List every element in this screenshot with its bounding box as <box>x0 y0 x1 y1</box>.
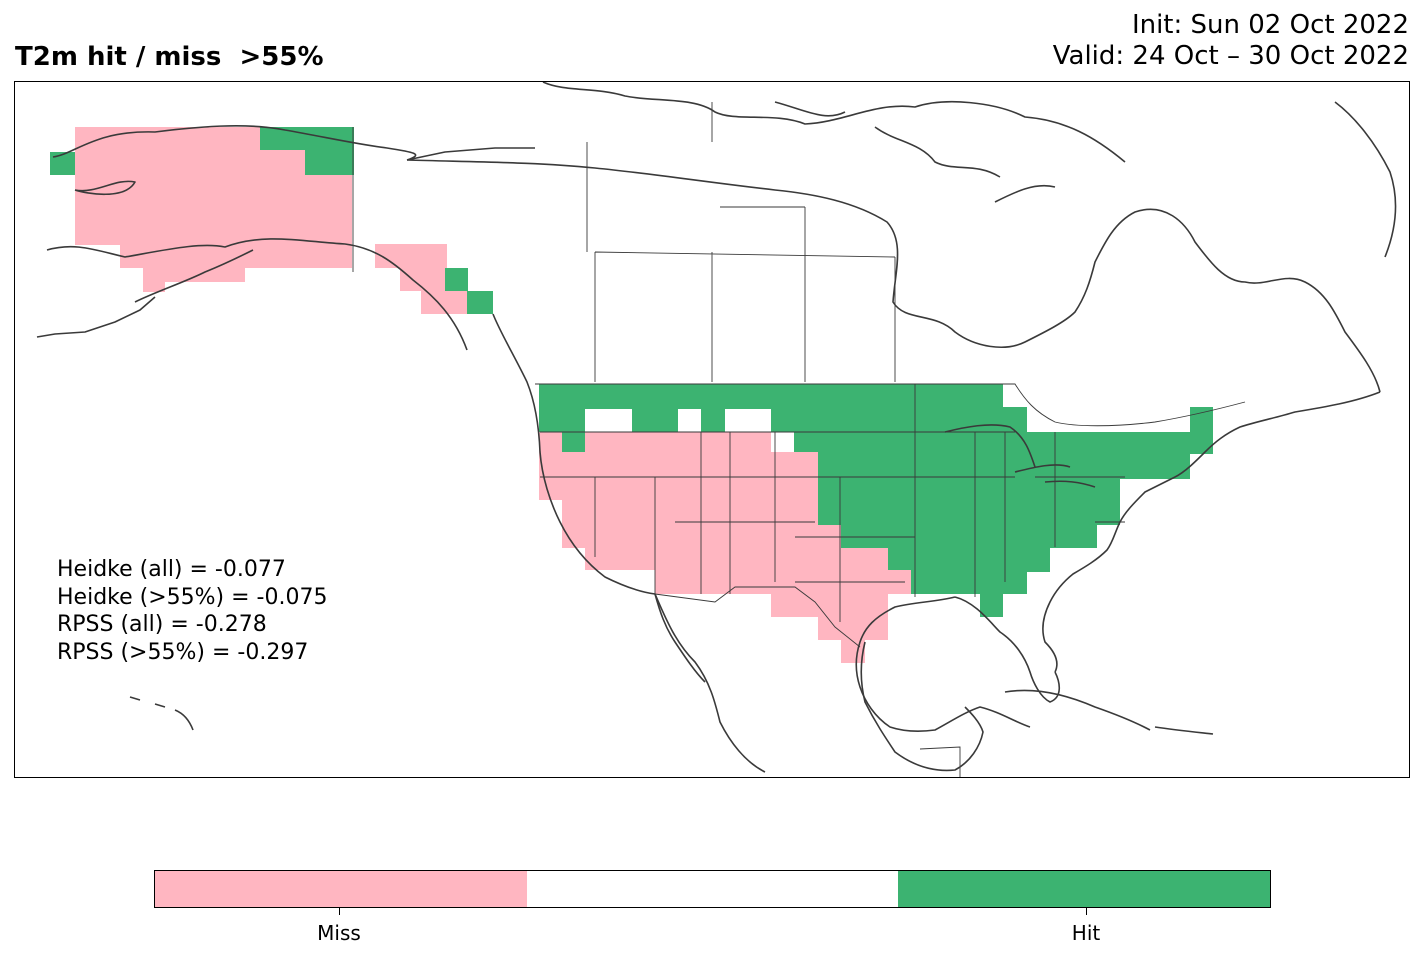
coastlines <box>36 82 1397 773</box>
coast-arctic-islands <box>542 82 1126 203</box>
colorbar-tick-miss <box>339 908 340 915</box>
coast-gulf <box>855 596 1031 733</box>
border-mexico-central <box>919 746 961 777</box>
miss-region-alaska <box>50 127 352 292</box>
border-us-mexico <box>654 586 861 648</box>
skill-scores: Heidke (all) = -0.077 Heidke (>55%) = -0… <box>57 556 327 666</box>
coast-baja <box>654 593 706 683</box>
map-svg <box>36 82 1397 777</box>
coast-hudson-bay <box>406 159 1381 393</box>
coast-east <box>1042 391 1381 673</box>
coast-cuba <box>1004 689 1151 731</box>
chart-title: T2m hit / miss >55% <box>15 42 324 72</box>
border-us-states <box>540 384 1125 622</box>
coast-florida <box>954 596 1061 703</box>
colorbar-tick-hit <box>1086 908 1087 915</box>
hit-region-western-alaska <box>50 152 75 175</box>
borders <box>352 102 1246 777</box>
hit-region-bc-coast <box>445 268 493 314</box>
colorbar-label-miss: Miss <box>317 921 361 945</box>
coast-hispaniola <box>1154 726 1214 735</box>
coast-central-america <box>860 641 984 772</box>
init-date: Init: Sun 02 Oct 2022 <box>1131 10 1409 40</box>
coast-alaska <box>36 125 535 351</box>
heidke-55-score: Heidke (>55%) = -0.075 <box>57 584 328 610</box>
colorbar <box>154 870 1271 908</box>
rpss-55-score: RPSS (>55%) = -0.297 <box>57 639 309 665</box>
rpss-all-score: RPSS (all) = -0.278 <box>57 612 267 637</box>
colorbar-miss-segment <box>155 871 527 907</box>
miss-region-se-alaska <box>375 244 467 314</box>
border-us-canada <box>535 383 1246 427</box>
heidke-all-score: Heidke (all) = -0.077 <box>57 557 286 582</box>
coast-greenland <box>1334 101 1397 258</box>
date-header: Init: Sun 02 Oct 2022 Valid: 24 Oct – 30… <box>1053 10 1409 72</box>
coast-pacific <box>492 313 766 773</box>
map-panel <box>14 81 1410 778</box>
coast-great-lakes <box>944 424 1096 488</box>
coast-hawaii <box>129 696 194 731</box>
colorbar-neutral-segment <box>526 871 899 907</box>
valid-range: Valid: 24 Oct – 30 Oct 2022 <box>1052 41 1409 71</box>
colorbar-hit-segment <box>898 871 1271 907</box>
border-canada-provinces <box>586 102 896 382</box>
colorbar-label-hit: Hit <box>1071 921 1101 945</box>
hit-region-main <box>539 384 1213 617</box>
